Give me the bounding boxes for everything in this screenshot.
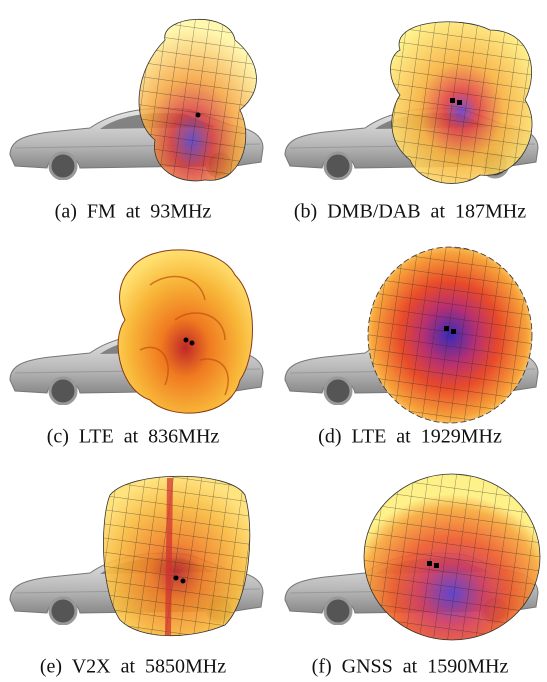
panel-f: (f) GNSS at 1590MHz bbox=[285, 474, 540, 678]
panel-e: (e) V2X at 5850MHz bbox=[10, 476, 263, 677]
caption: (a) FM at 93MHz bbox=[55, 201, 212, 223]
caption: (f) GNSS at 1590MHz bbox=[312, 656, 509, 678]
panel-c: (c) LTE at 836MHz bbox=[10, 250, 263, 448]
caption: (c) LTE at 836MHz bbox=[47, 426, 220, 448]
panel-a: (a) FM at 93MHz bbox=[10, 19, 263, 222]
caption: (e) V2X at 5850MHz bbox=[40, 656, 226, 678]
caption: (b) DMB/DAB at 187MHz bbox=[294, 201, 526, 223]
caption: (d) LTE at 1929MHz bbox=[318, 426, 502, 448]
panel-d: (d) LTE at 1929MHz bbox=[285, 247, 538, 448]
figure: (a) FM at 93MHz (b) DMB/DAB at 187MHz (c… bbox=[0, 0, 547, 682]
panel-b: (b) DMB/DAB at 187MHz bbox=[285, 22, 538, 223]
